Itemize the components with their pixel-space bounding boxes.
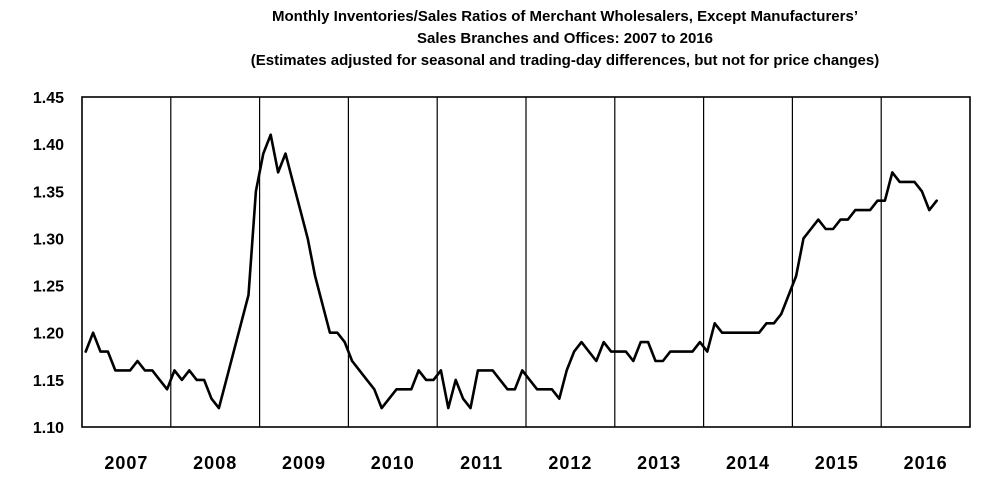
y-tick-label: 1.45 (33, 90, 64, 107)
y-tick-label: 1.30 (33, 231, 64, 248)
x-tick-label-year: 2007 (104, 453, 148, 473)
chart-title-line-3: (Estimates adjusted for seasonal and tra… (251, 52, 879, 69)
y-tick-label: 1.40 (33, 137, 64, 154)
y-tick-label: 1.15 (33, 373, 64, 390)
plot-area-frame (81, 96, 971, 428)
x-axis-year-labels: 2007 2008 2009 2010 2011 2012 2013 2014 2015 2016 (104, 453, 948, 473)
y-tick-label: 1.35 (33, 184, 64, 201)
x-tick-label-year: 2010 (371, 453, 415, 473)
x-tick-label-year: 2008 (193, 453, 237, 473)
series-line-inventory-sales-ratio (84, 133, 939, 410)
x-tick-label-year: 2011 (460, 453, 503, 473)
x-tick-label-year: 2014 (726, 453, 770, 473)
y-tick-label: 1.10 (33, 420, 64, 437)
chart-title-line-2: Sales Branches and Offices: 2007 to 2016 (417, 30, 713, 47)
chart-title: Monthly Inventories/Sales Ratios of Merc… (251, 8, 879, 69)
year-dividers (170, 97, 882, 427)
chart-title-line-1: Monthly Inventories/Sales Ratios of Merc… (272, 8, 858, 25)
x-tick-label-year: 2016 (904, 453, 948, 473)
x-tick-label-year: 2012 (548, 453, 592, 473)
y-axis-tick-labels: 1.45 1.40 1.35 1.30 1.25 1.20 1.15 1.10 (33, 90, 64, 437)
x-tick-label-year: 2013 (637, 453, 681, 473)
x-tick-label-year: 2009 (282, 453, 326, 473)
y-tick-label: 1.20 (33, 326, 64, 343)
x-tick-label-year: 2015 (815, 453, 859, 473)
y-tick-label: 1.25 (33, 279, 64, 296)
